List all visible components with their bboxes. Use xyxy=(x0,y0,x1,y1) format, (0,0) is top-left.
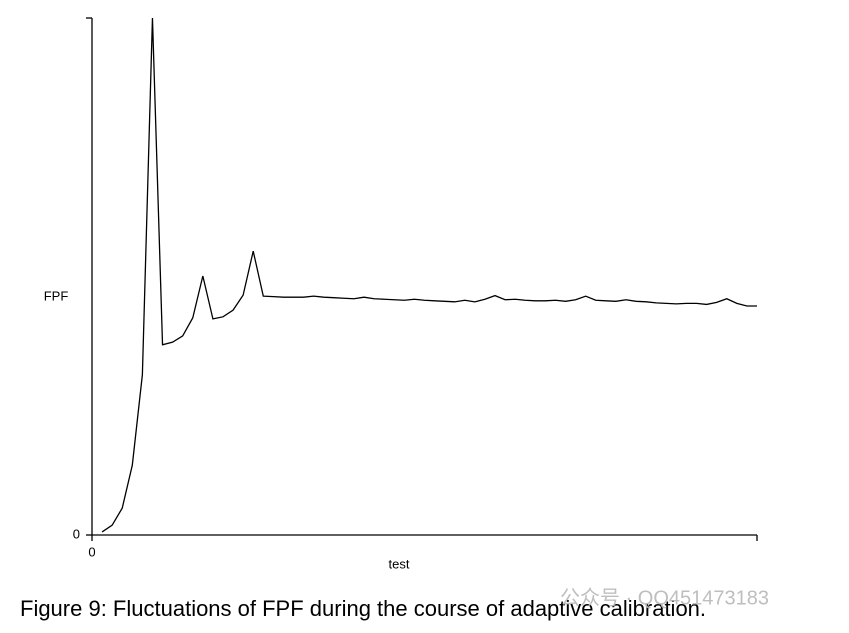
x-tick-label: 0 xyxy=(88,544,95,559)
y-tick-label: 0 xyxy=(73,526,80,541)
watermark: 公众号 · QQ451473183 xyxy=(560,586,769,609)
data-line xyxy=(101,17,757,533)
caption: Figure 9: Fluctuations of FPF during the… xyxy=(20,596,706,621)
y-axis-label: FPF xyxy=(44,288,69,303)
x-axis-label: test xyxy=(389,556,410,571)
